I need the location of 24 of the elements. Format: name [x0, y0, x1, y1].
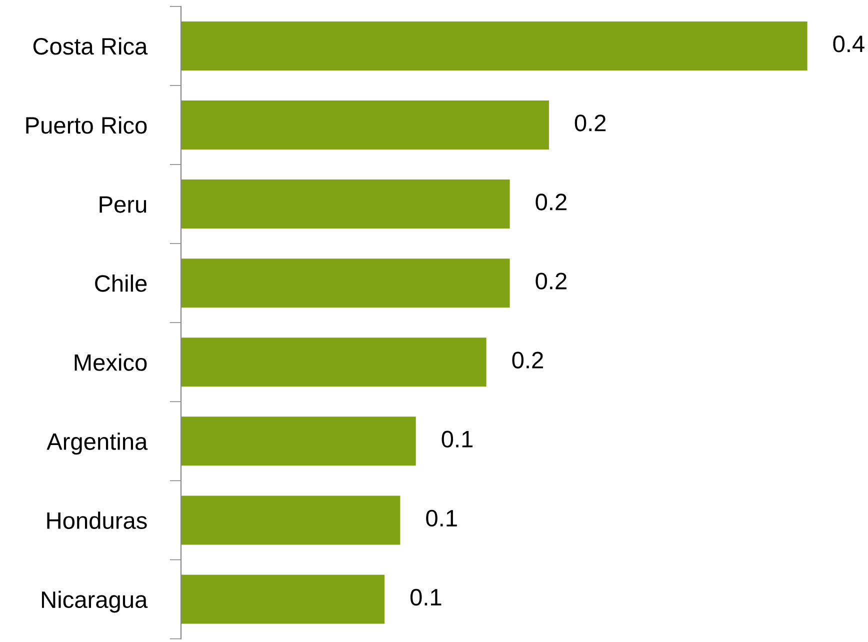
bar: [181, 21, 808, 70]
data-label: 0.2: [574, 114, 606, 132]
data-label: 0.2: [512, 352, 543, 368]
data-label: 0.1: [426, 510, 457, 527]
data-label: 0.2: [536, 194, 566, 210]
data-label: 0.1: [442, 430, 473, 448]
y-tick-label: Argentina: [46, 432, 148, 455]
data-label: 0.1: [410, 588, 442, 606]
y-tick-label: Nicaragua: [42, 590, 148, 613]
y-tick-label: Mexico: [74, 354, 147, 371]
bar: [181, 496, 400, 545]
y-tick-label: Peru: [100, 196, 146, 213]
y-tick-label: Chile: [95, 274, 147, 292]
y-tick-label: Costa Rica: [33, 37, 148, 55]
data-label: 0.4: [833, 36, 864, 52]
bar: [181, 574, 385, 624]
bar: [181, 416, 416, 466]
bar: [181, 338, 486, 387]
y-tick-label: Honduras: [47, 512, 147, 530]
bar: [181, 258, 510, 308]
y-tick-label: Puerto Rico: [26, 116, 147, 134]
data-label: 0.2: [536, 272, 566, 290]
bar: [181, 180, 510, 229]
bar: [181, 100, 549, 150]
